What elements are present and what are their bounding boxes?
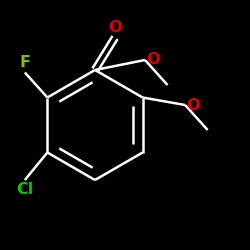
Text: O: O (108, 20, 122, 35)
Text: O: O (186, 98, 200, 112)
Text: F: F (19, 55, 30, 70)
Text: O: O (146, 52, 160, 68)
Text: Cl: Cl (16, 182, 34, 198)
